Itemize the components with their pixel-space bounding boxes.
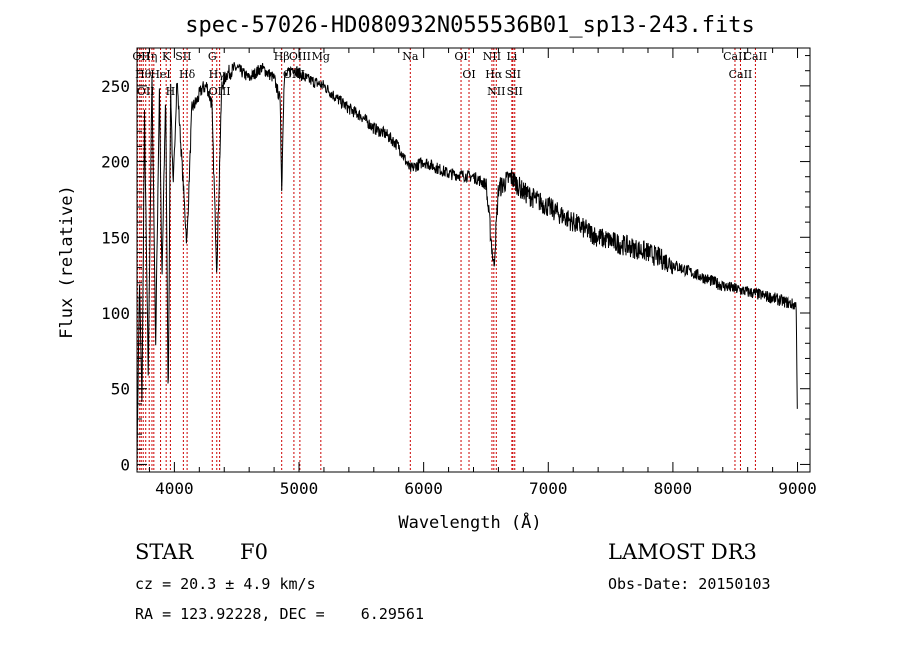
line-marker-label: HeI bbox=[150, 68, 170, 81]
spectrum-line bbox=[136, 62, 798, 465]
line-marker-label: Na bbox=[402, 50, 419, 63]
line-marker-label: Li bbox=[506, 50, 517, 63]
object-class: STAR bbox=[135, 540, 194, 564]
line-marker-label: Hη bbox=[141, 50, 157, 63]
x-tick-label: 7000 bbox=[529, 479, 568, 498]
line-marker-label: CaII bbox=[723, 50, 747, 63]
y-tick-label: 200 bbox=[101, 153, 130, 172]
x-axis-label: Wavelength (Å) bbox=[398, 511, 541, 533]
survey-name: LAMOST DR3 bbox=[608, 540, 757, 564]
line-marker-label: Mg bbox=[312, 50, 330, 63]
y-axis-label: Flux (relative) bbox=[57, 185, 77, 339]
line-marker-label: SII bbox=[505, 68, 521, 81]
y-tick-label: 50 bbox=[111, 380, 130, 399]
line-marker-label: G bbox=[208, 50, 217, 63]
observation-date: Obs-Date: 20150103 bbox=[608, 575, 771, 593]
x-axis-ticks: 4000 5000 6000 7000 8000 9000 bbox=[148, 48, 817, 498]
redshift-velocity: cz = 20.3 ± 4.9 km/s bbox=[135, 575, 316, 593]
line-marker-label: Hγ bbox=[209, 68, 226, 81]
line-marker-label: NII bbox=[487, 85, 505, 98]
line-marker-label: K bbox=[162, 50, 171, 63]
coordinates: RA = 123.92228, DEC = 6.29561 bbox=[135, 605, 424, 623]
x-tick-label: 4000 bbox=[155, 479, 194, 498]
x-tick-label: 8000 bbox=[654, 479, 693, 498]
line-marker-label: OII bbox=[137, 85, 155, 98]
line-marker-label: Hβ bbox=[274, 50, 290, 63]
line-marker-label: Hα bbox=[485, 68, 503, 81]
line-marker-label: SII bbox=[175, 50, 191, 63]
x-tick-label: 6000 bbox=[404, 479, 443, 498]
y-tick-label: 250 bbox=[101, 77, 130, 96]
y-tick-label: 100 bbox=[101, 304, 130, 323]
plot-frame bbox=[136, 47, 811, 473]
y-tick-label: 150 bbox=[101, 228, 130, 247]
line-marker-label: OIII bbox=[289, 50, 311, 63]
line-marker-label: NII bbox=[483, 50, 501, 63]
object-subclass: F0 bbox=[240, 540, 268, 564]
chart-title: spec-57026-HD080932N055536B01_sp13-243.f… bbox=[185, 13, 755, 38]
y-axis-ticks: 0 50 100 150 200 250 bbox=[101, 55, 810, 474]
x-tick-label: 9000 bbox=[778, 479, 817, 498]
line-marker-label: SII bbox=[507, 85, 523, 98]
line-marker-label: CaII bbox=[744, 50, 768, 63]
x-tick-label: 5000 bbox=[280, 479, 319, 498]
line-marker-label: CaII bbox=[729, 68, 753, 81]
emission-line-markers bbox=[137, 48, 756, 472]
line-marker-label: OI bbox=[462, 68, 475, 81]
line-marker-label: Hδ bbox=[179, 68, 196, 81]
line-marker-label: OIII bbox=[209, 85, 231, 98]
line-marker-label: Hθ bbox=[135, 68, 152, 81]
line-marker-label: OI bbox=[454, 50, 467, 63]
y-tick-label: 0 bbox=[120, 455, 130, 474]
